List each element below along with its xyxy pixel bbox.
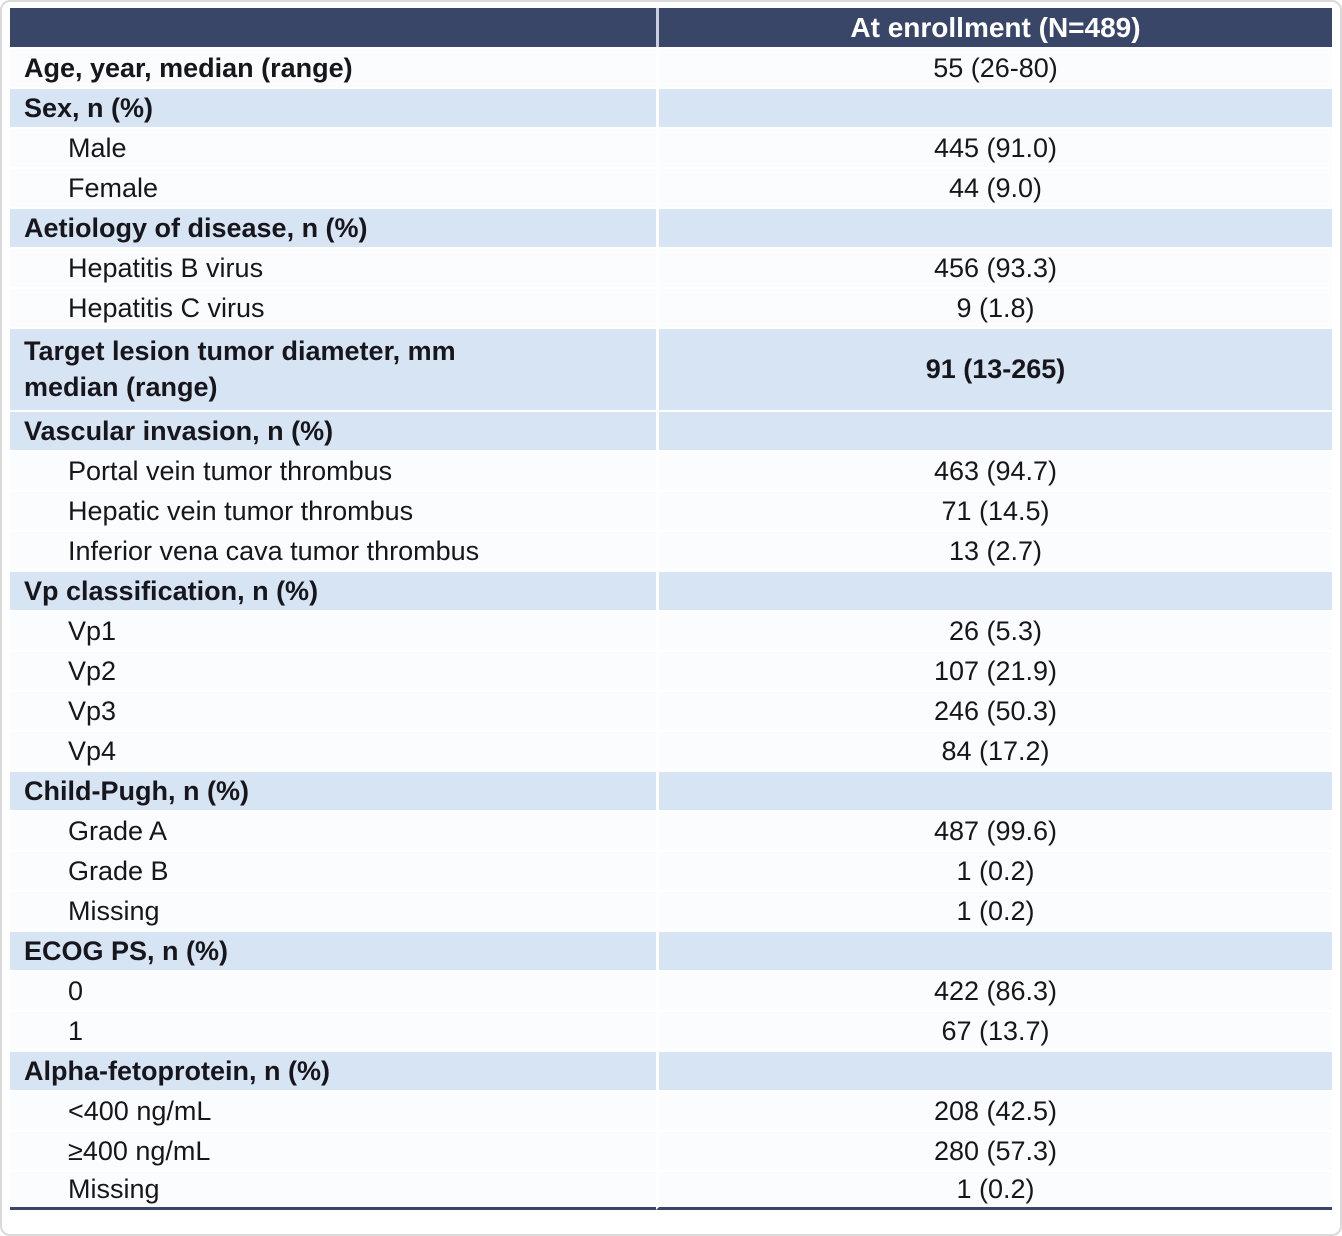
row-value: 1 (0.2)	[656, 1171, 1332, 1210]
table-row: Inferior vena cava tumor thrombus 13 (2.…	[10, 531, 1332, 570]
table-row: Grade A 487 (99.6)	[10, 811, 1332, 850]
row-label: <400 ng/mL	[10, 1091, 656, 1130]
table-row: Aetiology of disease, n (%)	[10, 209, 1332, 247]
table-row: Vp4 84 (17.2)	[10, 731, 1332, 770]
table-row: Vascular invasion, n (%)	[10, 411, 1332, 450]
row-label: Alpha-fetoprotein, n (%)	[10, 1051, 656, 1090]
table-row: Missing 1 (0.2)	[10, 1171, 1332, 1210]
table-row: Hepatic vein tumor thrombus 71 (14.5)	[10, 491, 1332, 530]
row-label: Vp1	[10, 611, 656, 650]
row-value	[656, 931, 1332, 970]
row-label: 0	[10, 971, 656, 1010]
row-label: Vp3	[10, 691, 656, 730]
row-value: 456 (93.3)	[656, 249, 1332, 287]
row-label: 1	[10, 1011, 656, 1050]
row-value: 463 (94.7)	[656, 451, 1332, 490]
row-label: Missing	[10, 891, 656, 930]
table-row: Male 445 (91.0)	[10, 129, 1332, 167]
row-label: Vascular invasion, n (%)	[10, 411, 656, 450]
table-row: Hepatitis C virus 9 (1.8)	[10, 289, 1332, 327]
row-label: Vp2	[10, 651, 656, 690]
row-value	[656, 571, 1332, 610]
header-enrollment-cell: At enrollment (N=489)	[656, 8, 1332, 47]
row-value	[656, 411, 1332, 450]
row-value: 71 (14.5)	[656, 491, 1332, 530]
row-value: 84 (17.2)	[656, 731, 1332, 770]
row-value: 487 (99.6)	[656, 811, 1332, 850]
row-value: 44 (9.0)	[656, 169, 1332, 207]
table-row: <400 ng/mL 208 (42.5)	[10, 1091, 1332, 1130]
row-value: 67 (13.7)	[656, 1011, 1332, 1050]
row-label: Grade A	[10, 811, 656, 850]
table-row: Vp classification, n (%)	[10, 571, 1332, 610]
table-row: Vp2 107 (21.9)	[10, 651, 1332, 690]
table-row: Vp3 246 (50.3)	[10, 691, 1332, 730]
row-label: Vp classification, n (%)	[10, 571, 656, 610]
row-label: Hepatitis B virus	[10, 249, 656, 287]
row-label: Target lesion tumor diameter, mm median …	[10, 329, 656, 410]
row-label: Age, year, median (range)	[10, 49, 656, 87]
row-value: 1 (0.2)	[656, 891, 1332, 930]
table-row: Alpha-fetoprotein, n (%)	[10, 1051, 1332, 1090]
header-empty-cell	[10, 8, 656, 47]
row-label: Aetiology of disease, n (%)	[10, 209, 656, 247]
row-label: ECOG PS, n (%)	[10, 931, 656, 970]
table-row: Grade B 1 (0.2)	[10, 851, 1332, 890]
row-value: 13 (2.7)	[656, 531, 1332, 570]
row-label: Hepatic vein tumor thrombus	[10, 491, 656, 530]
row-label: Male	[10, 129, 656, 167]
baseline-characteristics-table: At enrollment (N=489) Age, year, median …	[10, 6, 1332, 1212]
table-row: Missing 1 (0.2)	[10, 891, 1332, 930]
row-value: 9 (1.8)	[656, 289, 1332, 327]
row-label: Child-Pugh, n (%)	[10, 771, 656, 810]
table-row: Hepatitis B virus 456 (93.3)	[10, 249, 1332, 287]
table-row: Child-Pugh, n (%)	[10, 771, 1332, 810]
table-header-row: At enrollment (N=489)	[10, 8, 1332, 47]
table-row: Portal vein tumor thrombus 463 (94.7)	[10, 451, 1332, 490]
row-label: Sex, n (%)	[10, 89, 656, 127]
table-row: ≥400 ng/mL 280 (57.3)	[10, 1131, 1332, 1170]
row-label: Vp4	[10, 731, 656, 770]
row-value: 208 (42.5)	[656, 1091, 1332, 1130]
table-row: Target lesion tumor diameter, mm median …	[10, 329, 1332, 410]
row-value: 55 (26-80)	[656, 49, 1332, 87]
table-row: 0 422 (86.3)	[10, 971, 1332, 1010]
table-row: Female 44 (9.0)	[10, 169, 1332, 207]
row-label: ≥400 ng/mL	[10, 1131, 656, 1170]
row-value: 91 (13-265)	[656, 329, 1332, 410]
table-row: Sex, n (%)	[10, 89, 1332, 127]
table-row: 1 67 (13.7)	[10, 1011, 1332, 1050]
row-value	[656, 89, 1332, 127]
row-label: Inferior vena cava tumor thrombus	[10, 531, 656, 570]
row-label: Hepatitis C virus	[10, 289, 656, 327]
row-label: Grade B	[10, 851, 656, 890]
row-value: 107 (21.9)	[656, 651, 1332, 690]
row-value: 26 (5.3)	[656, 611, 1332, 650]
row-label: Portal vein tumor thrombus	[10, 451, 656, 490]
table-row: Age, year, median (range) 55 (26-80)	[10, 49, 1332, 87]
table-row: Vp1 26 (5.3)	[10, 611, 1332, 650]
row-value	[656, 771, 1332, 810]
row-value: 445 (91.0)	[656, 129, 1332, 167]
row-value: 1 (0.2)	[656, 851, 1332, 890]
row-value: 422 (86.3)	[656, 971, 1332, 1010]
table-row: ECOG PS, n (%)	[10, 931, 1332, 970]
row-label: Female	[10, 169, 656, 207]
row-value	[656, 209, 1332, 247]
row-value	[656, 1051, 1332, 1090]
row-value: 246 (50.3)	[656, 691, 1332, 730]
row-label: Missing	[10, 1171, 656, 1210]
row-value: 280 (57.3)	[656, 1131, 1332, 1170]
